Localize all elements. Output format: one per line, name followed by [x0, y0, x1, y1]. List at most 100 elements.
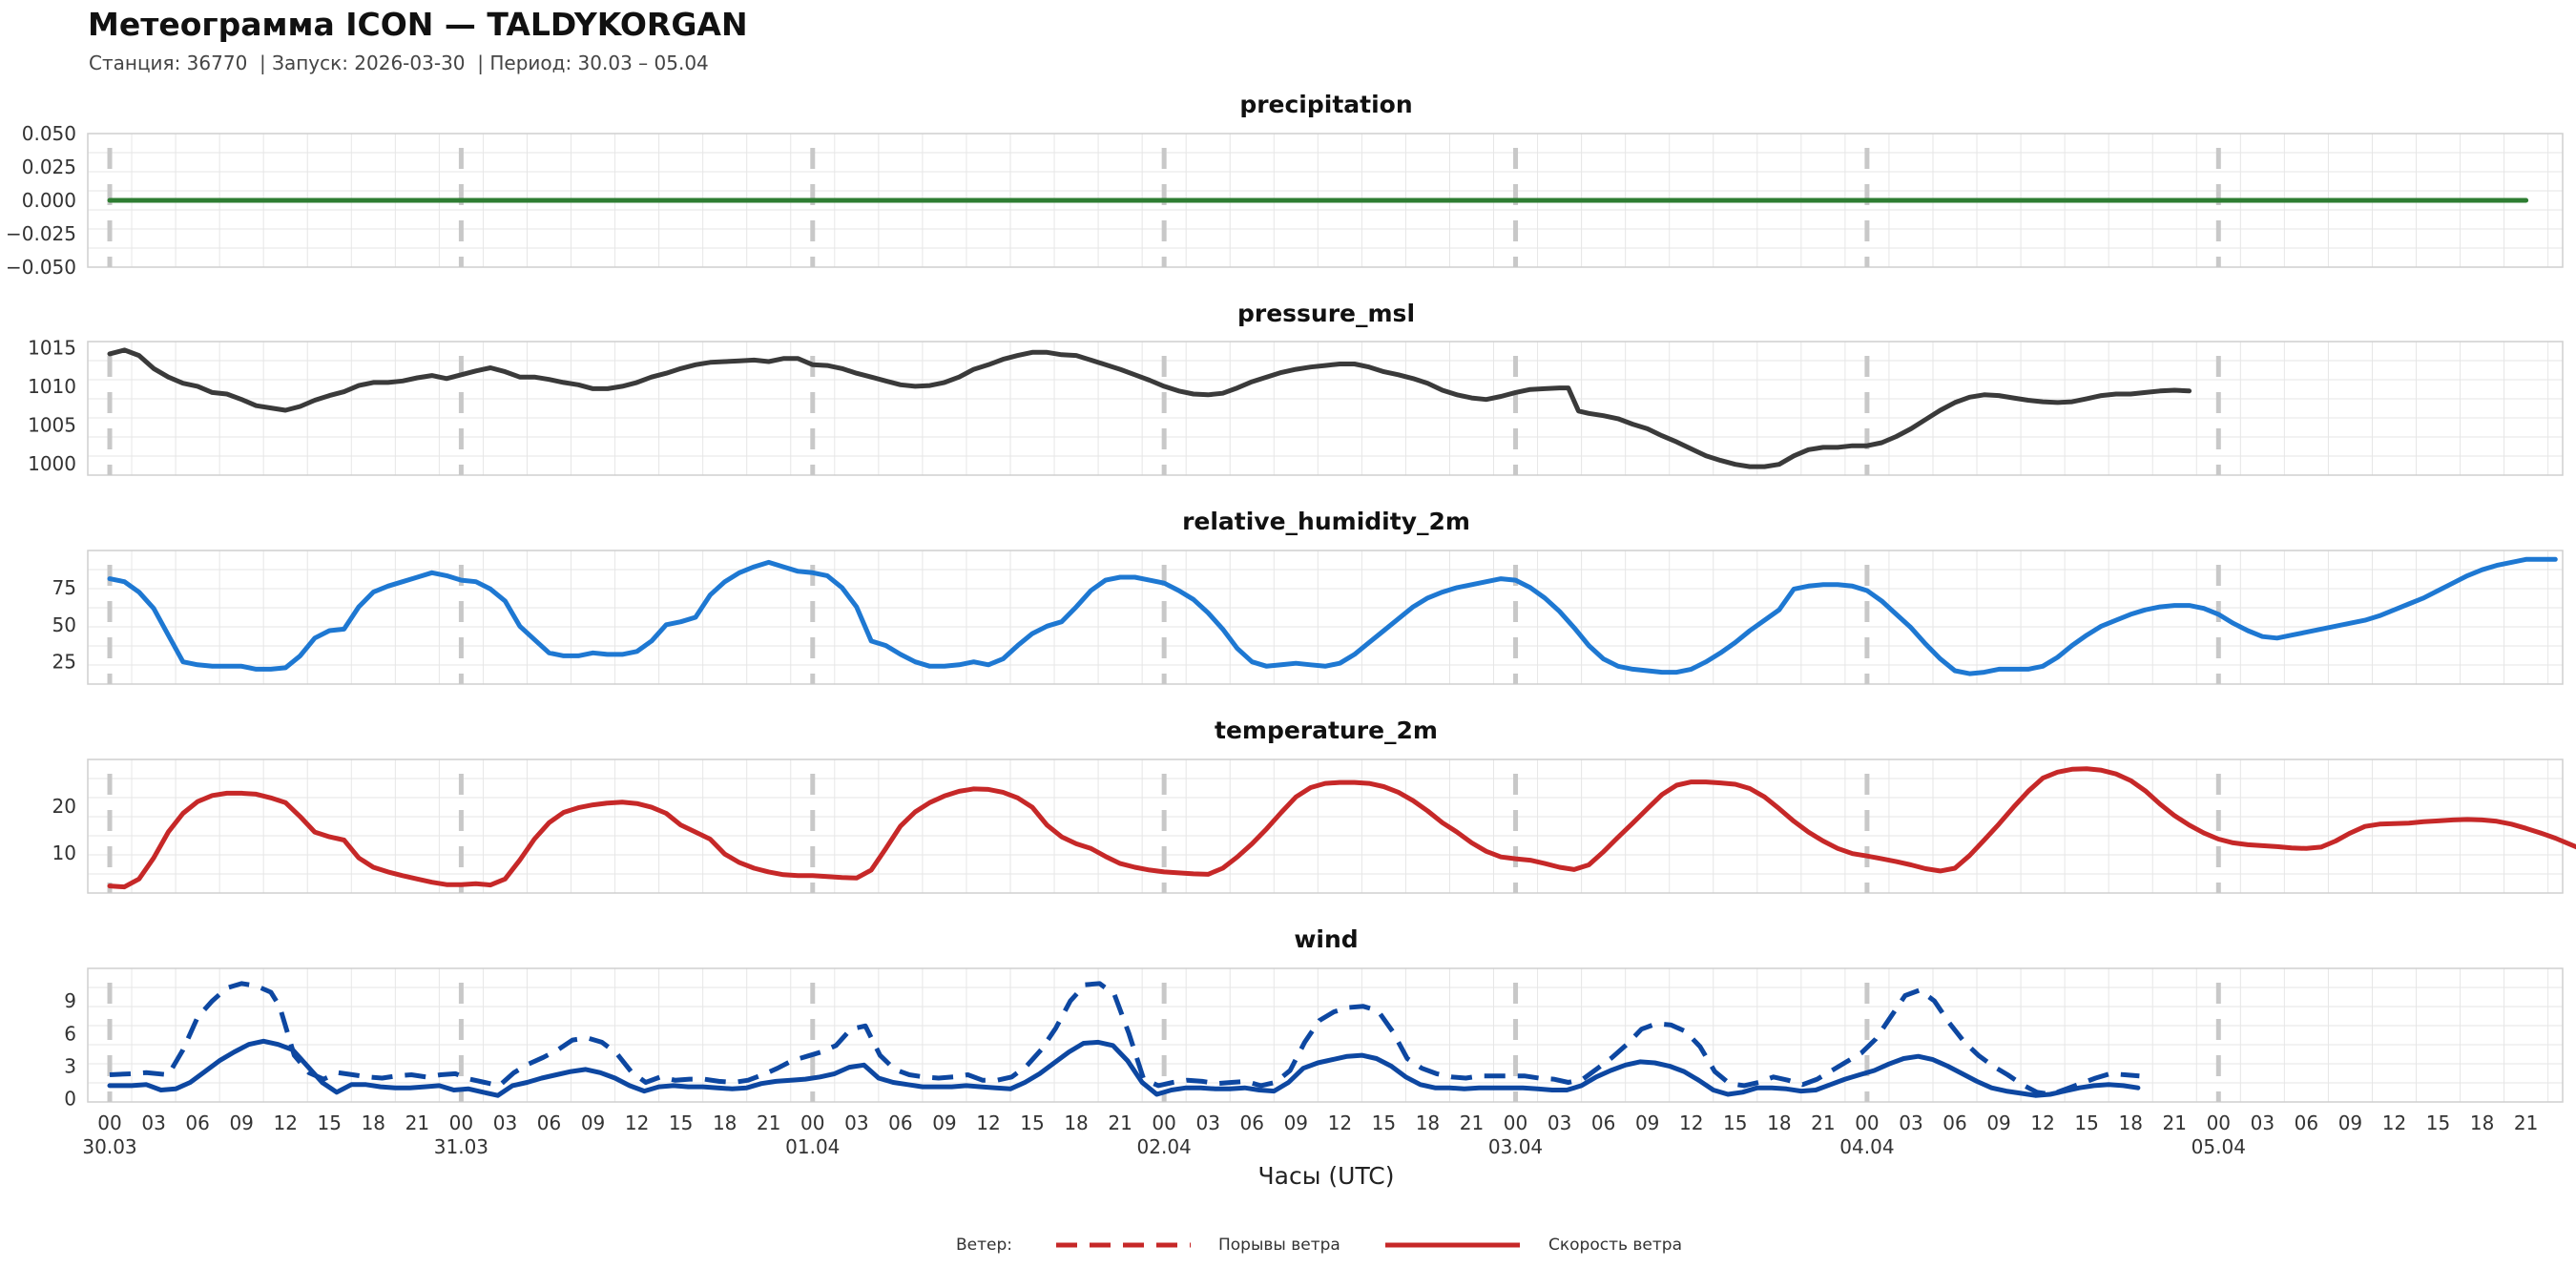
x-tick-label: 03	[493, 1111, 517, 1134]
x-date-label: 04.04	[1839, 1135, 1894, 1158]
x-tick-label: 09	[1284, 1111, 1308, 1134]
x-tick-label: 12	[2382, 1111, 2406, 1134]
x-tick-label: 21	[757, 1111, 780, 1134]
x-tick-label: 00	[2207, 1111, 2231, 1134]
x-date-label: 31.03	[434, 1135, 488, 1158]
legend-gust-label: Порывы ветра	[1218, 1236, 1340, 1255]
series-line	[109, 981, 2140, 1097]
x-tick-label: 03	[1899, 1111, 1922, 1134]
series-line	[107, 556, 2558, 676]
x-tick-label: 09	[581, 1111, 605, 1134]
y-tick-label: 0.000	[22, 189, 76, 212]
x-tick-label: 15	[669, 1111, 693, 1134]
subtitle-run: Запуск: 2026-03-30	[272, 52, 466, 74]
page-title: Метеограмма ICON — TALDYKORGAN	[88, 6, 748, 43]
panel-frame	[87, 967, 2564, 1103]
x-tick-label: 09	[1986, 1111, 2010, 1134]
panel-title: relative_humidity_2m	[1182, 508, 1470, 535]
y-tick-label: 9	[64, 989, 76, 1012]
x-axis-label: Часы (UTC)	[1258, 1162, 1395, 1190]
x-tick-label: 15	[1723, 1111, 1747, 1134]
y-tick-label: 1005	[28, 413, 76, 436]
x-tick-label: 03	[141, 1111, 165, 1134]
y-tick-label: 3	[64, 1054, 76, 1077]
x-tick-label: 09	[1635, 1111, 1659, 1134]
subtitle: Станция: 36770 | Запуск: 2026-03-30 | Пе…	[89, 52, 709, 74]
x-tick-label: 21	[1811, 1111, 1835, 1134]
x-tick-label: 18	[2118, 1111, 2142, 1134]
x-tick-label: 00	[97, 1111, 121, 1134]
legend-prefix: Ветер:	[956, 1236, 1013, 1255]
x-tick-label: 12	[625, 1111, 649, 1134]
x-tick-label: 06	[1240, 1111, 1264, 1134]
x-tick-label: 12	[273, 1111, 297, 1134]
x-tick-label: 21	[405, 1111, 429, 1134]
x-tick-label: 12	[2030, 1111, 2054, 1134]
panel-frame	[87, 758, 2564, 894]
x-tick-label: 06	[1942, 1111, 1966, 1134]
x-tick-label: 00	[1152, 1111, 1175, 1134]
x-tick-label: 15	[2074, 1111, 2098, 1134]
x-tick-label: 21	[2514, 1111, 2538, 1134]
subtitle-station: Станция: 36770	[89, 52, 248, 74]
subtitle-period: Период: 30.03 – 05.04	[489, 52, 709, 74]
y-tick-label: 0	[64, 1088, 76, 1111]
x-date-label: 03.04	[1488, 1135, 1543, 1158]
panel-title: pressure_msl	[1237, 300, 1415, 327]
series-line	[107, 1038, 2141, 1098]
series-line	[107, 347, 2192, 469]
panel-frame	[87, 550, 2564, 685]
y-tick-label: 1000	[28, 452, 76, 475]
x-tick-label: 18	[362, 1111, 385, 1134]
x-tick-label: 00	[800, 1111, 824, 1134]
x-date-label: 05.04	[2192, 1135, 2246, 1158]
series-line	[107, 766, 2576, 890]
y-tick-label: −0.025	[6, 222, 76, 245]
panel-frame	[87, 133, 2564, 268]
x-tick-label: 15	[318, 1111, 342, 1134]
x-tick-label: 18	[2470, 1111, 2494, 1134]
x-tick-label: 00	[1855, 1111, 1879, 1134]
panel-title: wind	[1294, 925, 1358, 953]
x-tick-label: 09	[229, 1111, 253, 1134]
x-tick-label: 09	[932, 1111, 956, 1134]
y-tick-label: 6	[64, 1022, 76, 1045]
x-date-label: 30.03	[82, 1135, 136, 1158]
y-tick-label: 0.025	[22, 156, 76, 178]
legend-speed-label: Скорость ветра	[1548, 1236, 1682, 1255]
x-tick-label: 03	[844, 1111, 868, 1134]
x-tick-label: 00	[1504, 1111, 1527, 1134]
y-tick-label: 20	[52, 795, 76, 818]
x-tick-label: 15	[1372, 1111, 1396, 1134]
x-date-label: 02.04	[1137, 1135, 1192, 1158]
x-tick-label: 06	[888, 1111, 912, 1134]
legend: Ветер: Порывы ветра Скорость ветра	[0, 1233, 2576, 1261]
x-date-label: 01.04	[785, 1135, 840, 1158]
x-tick-label: 06	[2295, 1111, 2318, 1134]
x-tick-label: 00	[449, 1111, 473, 1134]
y-tick-label: 75	[52, 576, 76, 599]
y-tick-label: 1015	[28, 336, 76, 359]
panel-frame	[87, 341, 2564, 476]
y-tick-label: −0.050	[6, 256, 76, 279]
x-tick-label: 09	[2338, 1111, 2362, 1134]
x-tick-label: 03	[2251, 1111, 2275, 1134]
legend-speed-swatch	[1385, 1242, 1520, 1248]
x-tick-label: 06	[1591, 1111, 1615, 1134]
y-tick-label: 10	[52, 841, 76, 864]
x-tick-label: 12	[976, 1111, 1000, 1134]
x-tick-label: 21	[2163, 1111, 2187, 1134]
x-tick-label: 06	[185, 1111, 209, 1134]
x-tick-label: 21	[1460, 1111, 1484, 1134]
x-tick-label: 18	[1416, 1111, 1440, 1134]
panel-title: temperature_2m	[1215, 717, 1438, 744]
x-tick-label: 18	[713, 1111, 737, 1134]
x-tick-label: 15	[2426, 1111, 2450, 1134]
x-tick-label: 06	[537, 1111, 561, 1134]
legend-gust-swatch	[1056, 1242, 1191, 1248]
x-tick-label: 12	[1328, 1111, 1352, 1134]
x-tick-label: 18	[1767, 1111, 1791, 1134]
x-tick-label: 12	[1679, 1111, 1703, 1134]
x-tick-label: 03	[1195, 1111, 1219, 1134]
